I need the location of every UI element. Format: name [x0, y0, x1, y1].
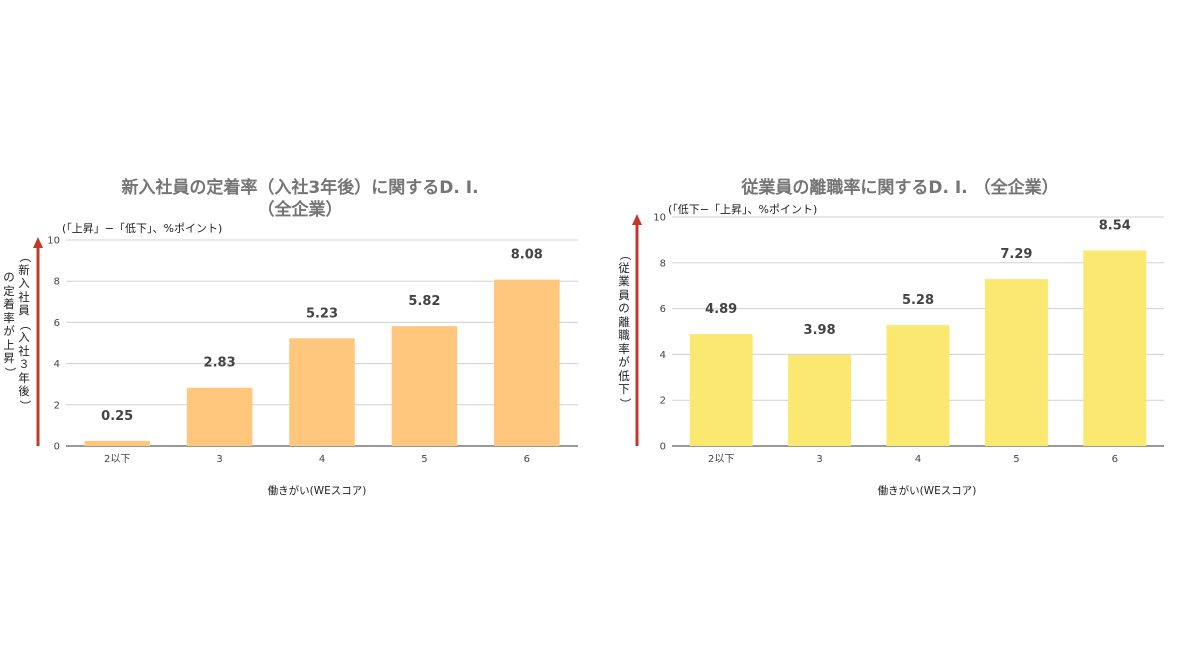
y-tick-label: 8	[660, 258, 666, 269]
bar	[1083, 250, 1147, 446]
chart-title-line1: 新入社員の定着率（入社3年後）に関するD. I.	[121, 178, 479, 198]
unit-note: (「低下−「上昇」、%ポイント)	[668, 203, 818, 216]
y-axis-label-char: 離	[618, 314, 630, 329]
y-axis-label-char: 入	[18, 330, 30, 344]
y-axis-label-char: 率	[3, 310, 15, 325]
x-tick-label: 3	[816, 454, 822, 465]
y-tick-label: 6	[54, 318, 60, 329]
bar	[289, 338, 355, 446]
y-axis-label-line1: （新入社員（入社 ３ 年後）	[17, 250, 32, 412]
x-tick-label: 5	[1013, 454, 1019, 465]
x-tick-label: 6	[524, 454, 530, 465]
bar-chart-left: 0 2 4 6 8 10 0.25 2以下 2.83 3 5.23 4 5.82 5 8.08 6	[33, 236, 578, 465]
bar	[689, 334, 753, 446]
y-axis-label-char: 新	[18, 262, 30, 277]
chart-title: 従業員の離職率に関するD. I. （全企業）	[640, 177, 1160, 199]
y-tick-label: 2	[660, 396, 666, 407]
data-label: 5.82	[408, 294, 440, 309]
bar	[886, 325, 950, 446]
y-axis-arrow-head-icon	[632, 214, 642, 225]
bar	[391, 326, 458, 446]
y-axis-label-char: 下	[618, 382, 630, 396]
chart-subtitle: （全企業）	[257, 200, 343, 220]
y-axis-label-char: 率	[618, 341, 630, 356]
y-axis-arrow-head-icon	[33, 237, 43, 248]
data-label: 5.28	[902, 293, 934, 308]
data-label: 5.23	[306, 306, 338, 321]
y-axis-label-char: 員	[18, 303, 30, 317]
y-axis-label-char: ３	[18, 357, 30, 371]
y-axis-label-char: の	[618, 301, 630, 315]
x-tick-label: 4	[319, 454, 325, 465]
y-axis-label-char: が	[618, 355, 630, 369]
data-label: 3.98	[804, 323, 836, 338]
y-axis-label-char: 年	[18, 370, 30, 385]
data-label: 2.83	[204, 356, 236, 371]
y-tick-label: 10	[653, 213, 666, 224]
y-axis-label-char: 着	[3, 297, 15, 311]
y-axis-label-char: 低	[618, 368, 630, 383]
y-axis-label-char: 入	[18, 276, 30, 290]
y-axis-label-line2: の定着率が上昇）	[2, 270, 17, 379]
y-axis-label-char: が	[3, 324, 15, 338]
y-tick-label: 0	[54, 442, 60, 453]
y-axis-label-char: 社	[18, 289, 30, 304]
bar	[186, 387, 253, 446]
y-axis-label-char: 従	[618, 260, 630, 275]
y-tick-label: 6	[660, 304, 666, 315]
y-tick-label: 0	[660, 442, 666, 453]
y-axis-label-char: 職	[618, 328, 630, 342]
bar	[84, 440, 150, 446]
y-tick-label: 10	[47, 236, 60, 247]
y-tick-label: 4	[54, 359, 60, 370]
y-tick-label: 2	[54, 400, 60, 411]
chart-panel-right: 従業員の離職率に関するD. I. （全企業） (「低下−「上昇」、%ポイント) …	[600, 0, 1200, 672]
bar	[494, 279, 560, 446]
y-axis-label-char: 業	[618, 274, 630, 288]
bar-chart-right: 0 2 4 6 8 10 4.89 2以下 3.98 3 5.28 4 7.29 5 8.54 6	[632, 213, 1164, 465]
data-label: 8.54	[1099, 218, 1131, 233]
y-axis-label-char: の	[3, 270, 15, 284]
y-tick-label: 8	[54, 277, 60, 288]
x-tick-label: 6	[1112, 454, 1118, 465]
x-axis-label: 働きがい(WEスコア)	[267, 485, 367, 497]
data-label: 7.29	[1000, 247, 1032, 262]
x-tick-label: 2以下	[708, 454, 734, 465]
data-label: 8.08	[511, 248, 543, 263]
y-axis-label-char: 員	[618, 287, 630, 302]
y-axis-label-char: 定	[3, 283, 15, 298]
x-tick-label: 4	[915, 454, 921, 465]
chart-title: 新入社員の定着率（入社3年後）に関するD. I. （全企業）	[40, 177, 560, 221]
bar	[788, 354, 852, 446]
x-axis-label: 働きがい(WEスコア)	[877, 485, 977, 497]
y-axis-label-char: 社	[18, 343, 30, 358]
y-axis-label-char: 後	[18, 384, 30, 398]
x-tick-label: 2以下	[104, 454, 130, 465]
x-tick-label: 5	[421, 454, 427, 465]
chart-title-line1: 従業員の離職率に関するD. I. （全企業）	[741, 178, 1059, 198]
unit-note: (「上昇」−「低下」、%ポイント)	[62, 222, 223, 235]
y-axis-label-char: 昇	[3, 351, 15, 365]
y-axis-label-line1: （従業員の離職率が低下）	[617, 248, 632, 410]
chart-panel-left: 新入社員の定着率（入社3年後）に関するD. I. （全企業） (「上昇」−「低下…	[2, 177, 578, 497]
data-label: 0.25	[101, 409, 133, 424]
x-tick-label: 3	[216, 454, 222, 465]
data-label: 4.89	[705, 302, 737, 317]
bar	[984, 279, 1048, 446]
y-axis-label-char: 上	[3, 337, 15, 352]
y-tick-label: 4	[660, 350, 666, 361]
